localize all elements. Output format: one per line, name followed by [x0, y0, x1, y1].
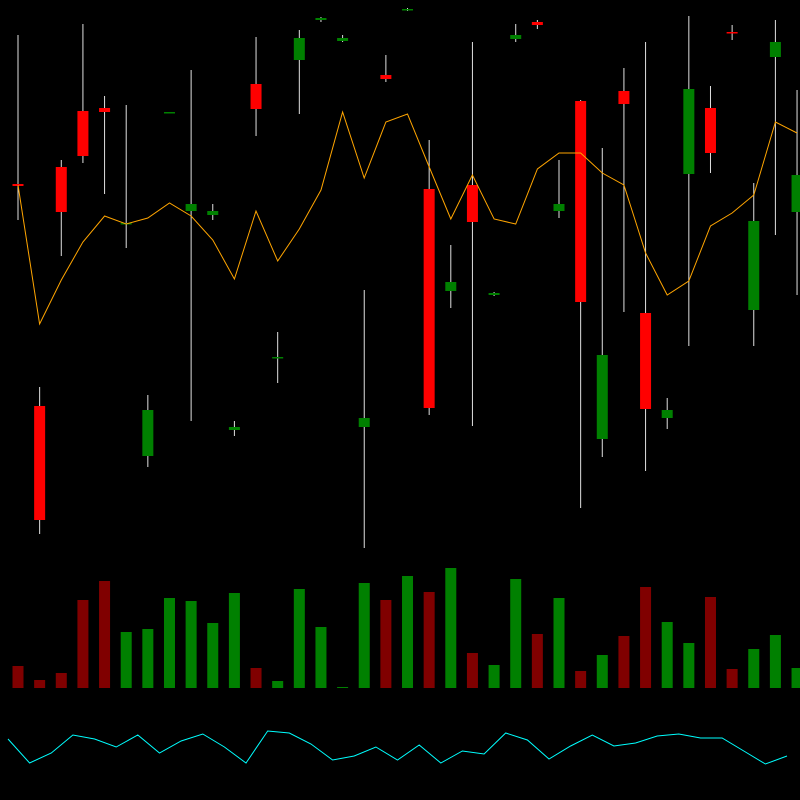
volume-bar — [337, 687, 349, 688]
candle-body — [661, 410, 673, 418]
candle-body — [77, 111, 89, 156]
candle-body — [34, 406, 46, 520]
moving-average-line — [17, 110, 798, 326]
candle-body — [380, 75, 392, 79]
candle-body — [445, 282, 457, 291]
candle-body — [510, 35, 522, 39]
candle-body — [207, 211, 219, 215]
volume-bar — [748, 649, 760, 688]
candle-body — [531, 22, 543, 25]
volume-bar — [423, 592, 435, 688]
candle-body — [640, 313, 652, 409]
volume-bar — [661, 622, 673, 688]
volume-bar — [618, 636, 630, 688]
volume-bar — [163, 598, 175, 688]
candle-body — [553, 204, 565, 211]
volume-bar — [250, 668, 262, 688]
candle-body — [466, 185, 478, 222]
candle-body — [575, 101, 587, 302]
candle-body — [748, 221, 760, 310]
volume-bar — [466, 653, 478, 688]
volume-bar — [683, 643, 695, 688]
volume-bar — [488, 665, 500, 688]
volume-bar — [640, 587, 652, 688]
candle-body — [704, 108, 716, 153]
candle-body — [163, 112, 175, 114]
candle-body — [55, 167, 67, 212]
volume-bar — [272, 681, 284, 688]
volume-bar — [228, 593, 240, 688]
volume-bar — [791, 668, 800, 688]
volume-bar — [358, 583, 370, 688]
volume-bar — [769, 635, 781, 688]
candle-body — [185, 204, 197, 211]
volume-bar — [293, 589, 305, 688]
volume-bar — [704, 597, 716, 688]
candle-body — [769, 42, 781, 57]
volume-bar — [142, 629, 154, 688]
volume-bar — [77, 600, 89, 688]
volume-bar — [12, 666, 24, 688]
candle-body — [683, 89, 695, 174]
indicator-line — [7, 730, 788, 765]
candle-body — [337, 38, 349, 41]
candle-body — [250, 84, 262, 109]
candle-body — [402, 9, 414, 11]
candle-body — [358, 418, 370, 427]
candle-body — [791, 175, 800, 212]
volume-bar — [445, 568, 457, 688]
volume-bar — [531, 634, 543, 688]
volume-bar — [596, 655, 608, 688]
candle-body — [488, 293, 500, 295]
candle-body — [423, 189, 435, 408]
candle-body — [315, 18, 327, 20]
candle-body — [618, 91, 630, 104]
candle-body — [99, 108, 111, 112]
volume-bar — [553, 598, 565, 688]
volume-bar — [120, 632, 132, 688]
volume-bar — [207, 623, 219, 688]
candle-body — [596, 355, 608, 439]
candle-body — [272, 357, 284, 359]
volume-bar — [99, 581, 111, 688]
candle-body — [228, 427, 240, 430]
volume-bar — [34, 680, 46, 688]
volume-bar — [380, 600, 392, 688]
volume-bar — [185, 601, 197, 688]
volume-bar — [55, 673, 67, 688]
volume-bar — [510, 579, 522, 688]
candle-body — [142, 410, 154, 456]
candle-body — [293, 38, 305, 60]
volume-bar — [575, 671, 587, 688]
volume-bar — [315, 627, 327, 688]
volume-bar — [402, 576, 414, 688]
candle-body — [726, 32, 738, 34]
volume-bar — [726, 669, 738, 688]
